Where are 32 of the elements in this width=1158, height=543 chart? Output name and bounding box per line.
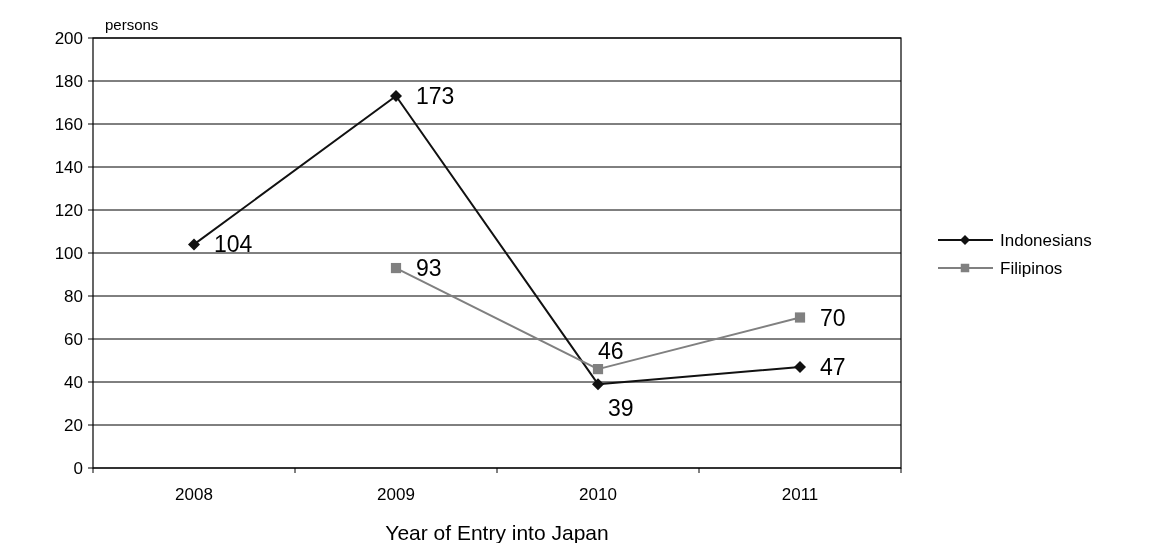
data-label: 39: [608, 395, 634, 422]
y-tick-label: 140: [54, 157, 83, 177]
y-tick-label: 100: [54, 243, 83, 263]
data-label: 46: [598, 338, 624, 365]
data-label: 47: [820, 354, 846, 380]
y-tick-label: 80: [64, 286, 83, 306]
legend-label: Filipinos: [1000, 258, 1063, 278]
data-label: 93: [416, 255, 442, 282]
y-tick-label: 160: [54, 114, 83, 134]
data-label: 173: [416, 83, 455, 110]
point: [592, 378, 604, 391]
y-tick-label: 20: [64, 415, 83, 435]
y-tick-label: 60: [64, 329, 83, 349]
point: [794, 360, 806, 373]
point: [390, 262, 402, 274]
x-tick-label: 2009: [377, 485, 415, 504]
x-tick-label: 2010: [579, 485, 617, 504]
x-tick-label: 2011: [781, 485, 819, 504]
x-tick-label: 2008: [175, 485, 213, 504]
point: [390, 90, 402, 103]
legend-label: Indonesians: [1000, 230, 1092, 250]
point: [794, 312, 806, 323]
y-axis-title: persons: [105, 16, 159, 33]
y-tick-label: 40: [64, 372, 83, 392]
data-label: 70: [820, 304, 846, 331]
y-tick-label: 200: [54, 28, 83, 48]
point: [188, 238, 200, 251]
y-tick-label: 120: [54, 200, 83, 220]
point: [592, 364, 604, 375]
y-tick-label: 0: [73, 458, 83, 478]
y-tick-label: 180: [54, 71, 83, 91]
data-label: 104: [214, 231, 253, 258]
